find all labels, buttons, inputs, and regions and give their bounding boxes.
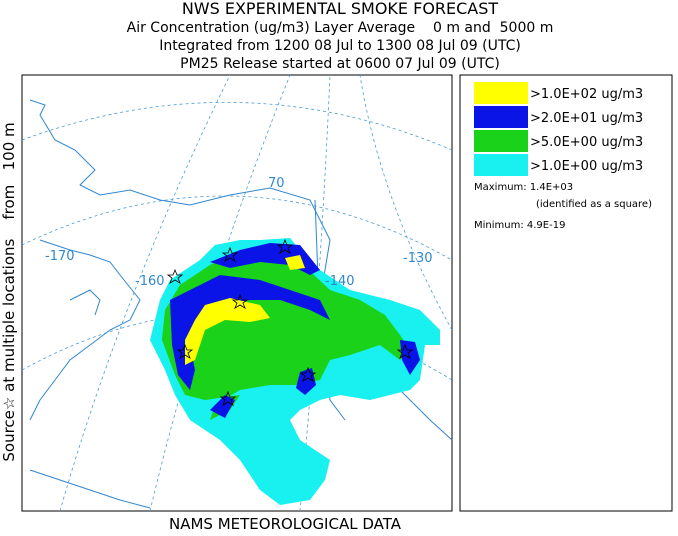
smoke-yellow (285, 255, 305, 270)
minimum: Minimum: 4.9E-19 (474, 220, 565, 231)
smoke-blue (210, 395, 235, 418)
subtitle: PM25 Release started at 0600 07 Jul 09 (… (180, 56, 500, 72)
source-markers (166, 238, 414, 406)
title: NWS EXPERIMENTAL SMOKE FORECAST (182, 0, 499, 18)
grid-label: -170 (45, 249, 75, 264)
smoke-blue (296, 368, 316, 395)
legend-swatch (474, 106, 528, 128)
legend-swatch (474, 130, 528, 152)
subtitle: Air Concentration (ug/m3) Layer Average … (127, 20, 554, 36)
legend: >1.0E+02 ug/m3 >2.0E+01 ug/m3 >5.0E+00 ug/… (474, 82, 643, 176)
maximum: Maximum: 1.4E+03 (474, 182, 573, 193)
map: -170 -160 70 -140 -130 (21, 74, 453, 512)
footer: NAMS METEOROLOGICAL DATA (169, 515, 402, 532)
grid-label: -140 (325, 274, 355, 289)
grid-label: -160 (135, 274, 165, 289)
maximum-note: (identified as a square) (536, 199, 652, 210)
legend-label: >1.0E+02 ug/m3 (530, 87, 643, 102)
side-label: Source☆ at multiple locations from 100 m (0, 122, 18, 461)
legend-swatch (474, 82, 528, 104)
grid-label: -130 (403, 251, 433, 266)
legend-label: >1.0E+00 ug/m3 (530, 159, 643, 174)
legend-label: >5.0E+00 ug/m3 (530, 135, 643, 150)
smoke-blue (210, 243, 320, 275)
legend-label: >2.0E+01 ug/m3 (530, 111, 643, 126)
subtitle: Integrated from 1200 08 Jul to 1300 08 J… (159, 38, 521, 54)
smoke-yellow (185, 298, 270, 365)
grid-label: 70 (268, 176, 285, 191)
legend-swatch (474, 154, 528, 176)
